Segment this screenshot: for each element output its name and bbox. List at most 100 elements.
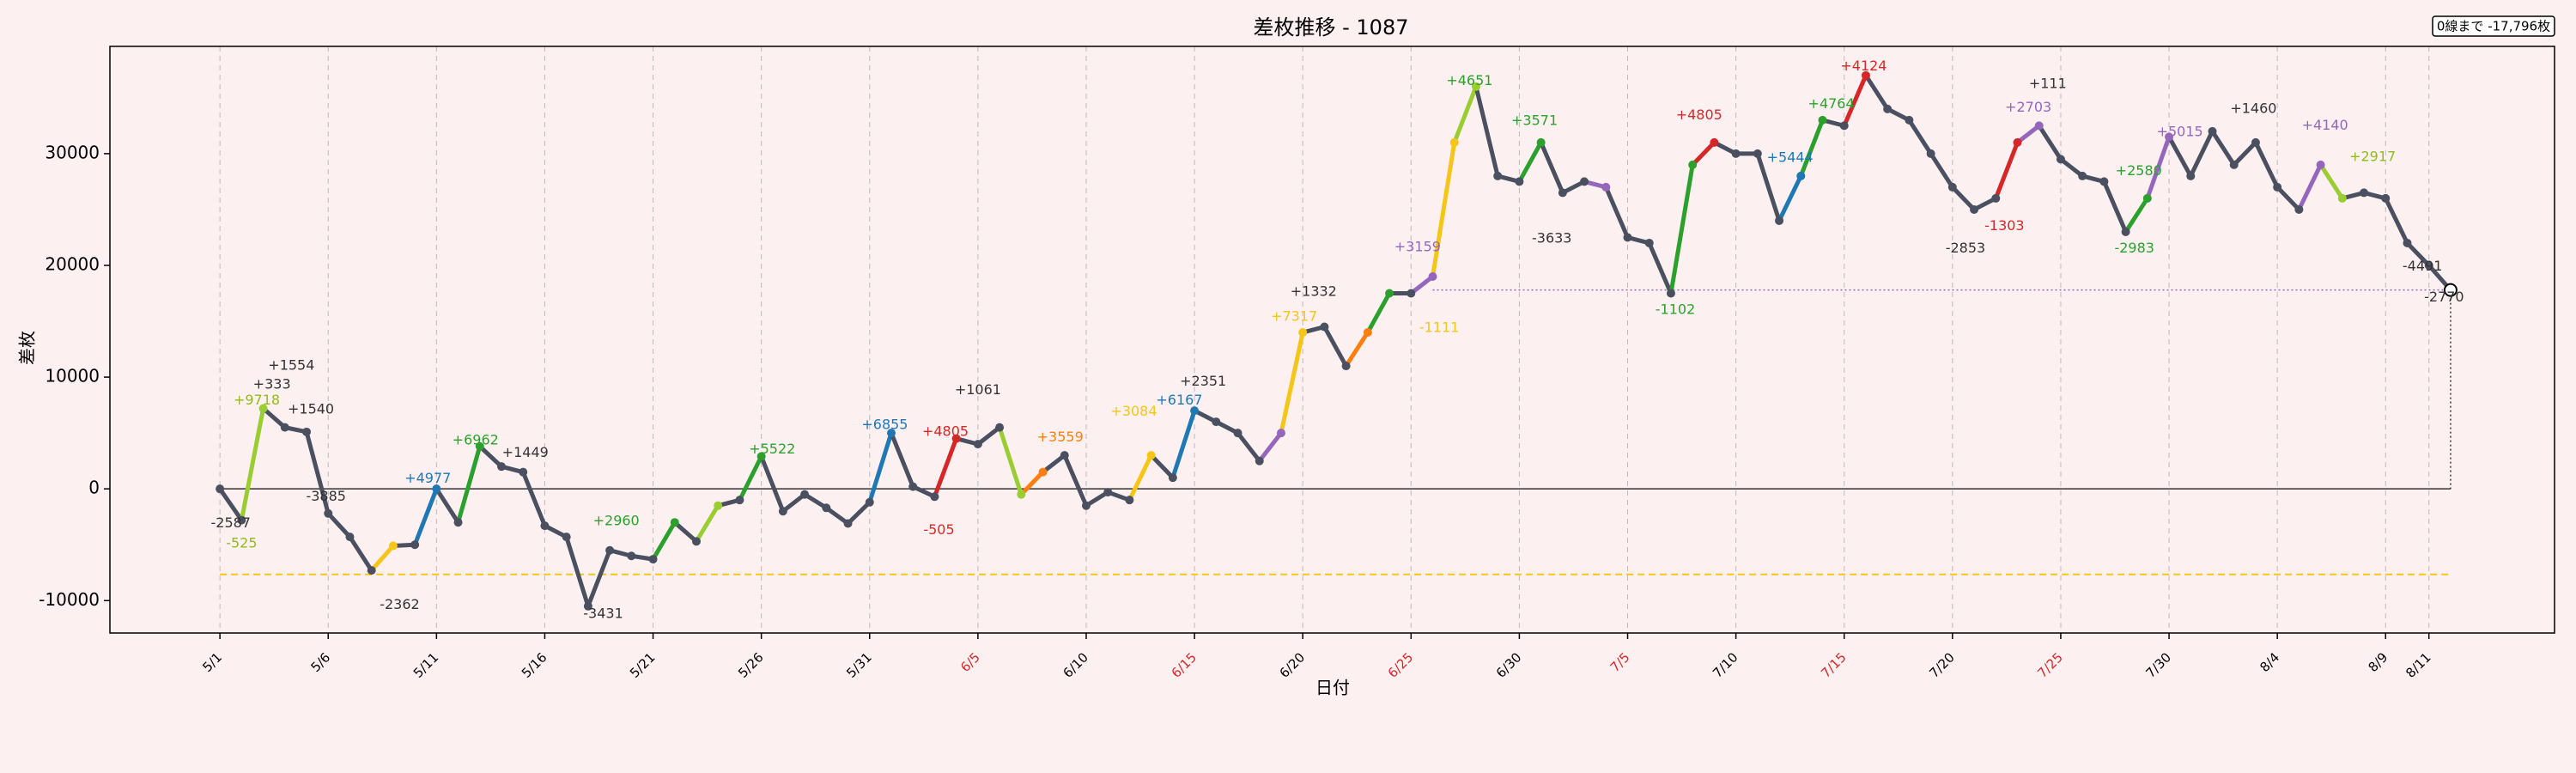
line-segment [997,425,1024,497]
line-segment [347,534,374,573]
point [1623,233,1632,242]
point [583,601,592,611]
line-segment [239,406,266,523]
annotation: +111 [2029,76,2067,92]
annotation: +4140 [2302,117,2348,133]
point [886,429,896,438]
line-segment [2101,179,2129,234]
point [1644,238,1654,247]
point [2294,204,2304,214]
point [1168,473,1177,483]
annotation: +1449 [502,444,549,460]
point [2013,137,2022,147]
point [2273,182,2282,192]
annotation: -3885 [306,488,346,504]
line-segment [520,470,547,528]
line-segment [2232,140,2258,167]
point [1515,177,1524,186]
point [2208,126,2217,136]
line-segment [759,453,786,514]
annotation: -3633 [1532,229,1572,246]
line-segment [1257,430,1284,464]
point [1753,149,1762,158]
point [1536,137,1546,147]
line-segment [889,430,915,490]
annotation: +4805 [1676,107,1722,123]
point [302,427,312,436]
point [2186,171,2196,180]
y-tick-label: 30000 [45,142,100,162]
annotation: -1102 [1656,301,1696,318]
point [1666,289,1675,298]
point [1298,328,1308,338]
line-segment [1950,185,1977,212]
line-segment [2037,123,2063,161]
line-segment [456,444,483,525]
point [2229,160,2239,169]
point [1341,362,1351,371]
point [1320,322,1329,332]
line-segment [369,544,396,573]
point [1471,82,1480,91]
point [756,452,766,461]
point [1558,188,1567,198]
annotation: -2770 [2424,289,2464,305]
point [2078,171,2087,180]
annotation: +2960 [593,512,640,528]
annotation: +4805 [922,423,969,439]
point [1731,149,1741,158]
line-segment [781,492,807,514]
line-segment [672,520,699,544]
line-segment [2253,140,2280,190]
point [2034,121,2044,131]
point [1190,406,1200,416]
point [2403,238,2412,247]
point [497,462,507,472]
line-segment [1365,291,1392,335]
point [216,484,225,494]
line-segment [2145,134,2172,201]
line-segment [2210,129,2237,167]
point [1081,501,1091,510]
line-segment [2383,196,2409,246]
point [1146,451,1156,460]
annotation: +1540 [288,400,334,417]
point [800,490,810,499]
line-segment [1170,408,1197,480]
line-segment [2058,156,2085,179]
annotation: -2587 [210,514,251,531]
annotation: +1554 [268,357,314,374]
line-segment [477,444,504,469]
point [2424,260,2433,270]
line-segment [1603,185,1631,240]
line-segment [846,500,872,526]
line-segment [1236,430,1262,464]
line-segment [1127,453,1154,502]
annotation: -2853 [1946,240,1986,256]
x-axis-label: 日付 [1315,678,1350,698]
annotation: +2580 [2116,162,2162,179]
point [324,508,333,518]
line-segment [564,534,591,609]
point [1017,490,1026,499]
line-segment [412,486,439,547]
plot-frame [109,46,2555,634]
point [345,533,355,542]
annotation: +4651 [1446,72,1492,88]
point [1861,70,1870,80]
point [2381,193,2391,203]
point [908,482,918,491]
point [2443,283,2458,297]
point [951,434,961,443]
point [1233,429,1242,438]
point [1947,182,1957,192]
line-segment [2296,162,2324,212]
point [562,533,571,542]
line-segment [1539,140,1565,195]
line-segment [932,436,959,499]
point [1926,149,1935,158]
annotation: +5015 [2157,124,2203,140]
annotation: -505 [923,521,954,538]
annotation: -2362 [380,596,420,612]
point [1385,289,1394,298]
